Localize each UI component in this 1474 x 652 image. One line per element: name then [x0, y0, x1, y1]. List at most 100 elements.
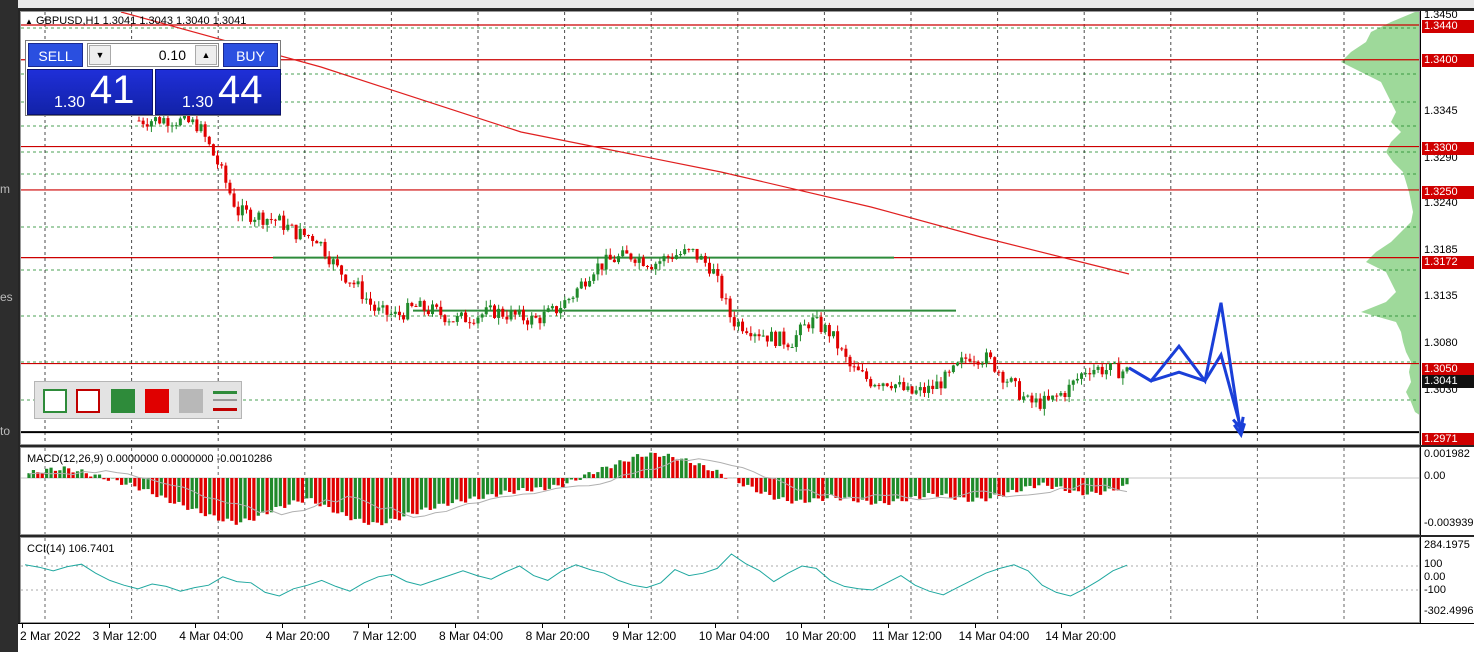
macd-bar	[380, 478, 384, 526]
macd-bar	[274, 478, 278, 507]
macd-bar	[340, 478, 344, 513]
lot-decrease-button[interactable]: ▼	[89, 45, 111, 65]
rect-red-outline-icon[interactable]	[76, 389, 100, 413]
candle-body	[790, 347, 794, 349]
rect-green-outline-icon[interactable]	[43, 389, 67, 413]
candle-body	[728, 298, 732, 318]
rect-green-filled-icon[interactable]	[111, 389, 135, 413]
macd-axis[interactable]: 0.001982 0.00 -0.003939	[1420, 447, 1474, 535]
candle-body	[654, 263, 658, 270]
macd-bar	[1068, 478, 1072, 493]
candle-body	[749, 333, 753, 337]
macd-bar	[221, 478, 225, 522]
sell-button[interactable]: SELL	[28, 43, 83, 67]
macd-bar	[1125, 478, 1129, 485]
macd-bar	[556, 478, 560, 486]
level-price-badge: 1.3050	[1422, 363, 1474, 376]
cci-indicator-pane[interactable]: CCI(14) 106.7401	[20, 537, 1420, 623]
time-axis-tick	[108, 624, 110, 628]
macd-bar	[746, 478, 750, 485]
candle-body	[443, 315, 447, 323]
candle-body	[207, 136, 211, 145]
candle-body	[869, 379, 873, 387]
macd-bar	[314, 478, 318, 504]
macd-bar	[587, 472, 591, 478]
macd-bar	[710, 471, 715, 478]
candle-body	[650, 266, 654, 270]
macd-bar	[565, 478, 569, 484]
rect-gray-filled-icon[interactable]	[179, 389, 203, 413]
macd-bar	[247, 478, 252, 521]
candle-body	[331, 259, 335, 265]
candle-body	[216, 155, 220, 165]
buy-button[interactable]: BUY	[223, 43, 278, 67]
macd-bar	[93, 474, 97, 478]
lines-green-red-icon[interactable]	[213, 389, 237, 413]
candle-body	[356, 281, 360, 285]
candle-body	[815, 316, 819, 318]
candle-body	[530, 315, 534, 325]
candle-body	[261, 212, 265, 225]
macd-bar	[904, 478, 909, 502]
candle-body	[302, 228, 306, 236]
candle-body	[195, 119, 199, 132]
macd-bar	[468, 478, 472, 499]
price-chart-pane[interactable]: ▲ GBPUSD,H1 1.3041 1.3043 1.3040 1.3041 …	[20, 11, 1420, 445]
macd-bar	[1059, 478, 1063, 487]
candle-body	[1096, 366, 1100, 370]
time-axis-tick	[974, 624, 976, 628]
macd-bar	[574, 478, 578, 481]
time-axis[interactable]: 2 Mar 2022 3 Mar 12:00 4 Mar 04:00 4 Mar 20…	[18, 623, 1474, 652]
candle-body	[956, 362, 960, 366]
candle-body	[608, 254, 612, 260]
rect-red-filled-icon[interactable]	[145, 389, 169, 413]
candle-body	[455, 315, 459, 322]
macd-indicator-pane[interactable]: MACD(12,26,9) 0.0000000 0.0000000 -0.001…	[20, 447, 1420, 535]
candle-body	[360, 281, 364, 300]
candle-body	[571, 297, 575, 299]
macd-bar	[613, 464, 618, 478]
candle-body	[724, 298, 728, 300]
cci-axis[interactable]: 284.1975 100 0.00 -100 -302.4996	[1420, 537, 1474, 623]
macd-bar	[252, 478, 256, 521]
macd-bar	[1085, 478, 1089, 495]
candle-body	[947, 371, 951, 373]
candle-body	[1113, 362, 1117, 364]
macd-bar	[40, 472, 44, 478]
candle-body	[1104, 370, 1108, 375]
level-price-badge: 1.3250	[1422, 186, 1474, 199]
macd-bar	[852, 478, 856, 502]
macd-bar	[547, 478, 551, 489]
macd-bar	[1015, 478, 1019, 493]
candle-body	[1125, 367, 1129, 372]
candle-body	[240, 205, 244, 216]
macd-axis-label: -0.003939	[1424, 517, 1474, 529]
macd-bar	[208, 478, 212, 515]
sell-price-quote[interactable]: 1.30 41	[27, 68, 153, 115]
time-axis-label: 14 Mar 20:00	[1045, 629, 1116, 643]
price-axis[interactable]: 1.3450 1.3395 1.3345 1.3290 1.3240 1.318…	[1420, 11, 1474, 445]
candle-body	[1067, 384, 1071, 397]
time-axis-label: 9 Mar 12:00	[612, 629, 677, 643]
candle-body	[943, 371, 947, 389]
cci-axis-label: -100	[1424, 584, 1447, 596]
candle-body	[534, 315, 538, 318]
macd-bar	[962, 478, 966, 498]
macd-bar	[816, 478, 820, 499]
window-top-edge	[18, 0, 1474, 8]
macd-bar	[283, 478, 287, 508]
macd-bar	[459, 478, 463, 502]
macd-bar	[860, 478, 865, 500]
lot-size-input[interactable]	[114, 44, 190, 66]
lot-increase-button[interactable]: ▲	[195, 45, 217, 65]
candle-body	[290, 224, 294, 226]
macd-bar	[291, 478, 296, 501]
price-axis-label: 1.3345	[1424, 105, 1458, 117]
buy-price-quote[interactable]: 1.30 44	[155, 68, 281, 115]
macd-bar	[336, 478, 340, 514]
candle-body	[306, 235, 310, 237]
time-axis-label: 11 Mar 12:00	[872, 629, 942, 643]
candle-body	[1018, 381, 1022, 400]
time-axis-tick	[801, 624, 803, 628]
macd-bar	[666, 453, 670, 478]
